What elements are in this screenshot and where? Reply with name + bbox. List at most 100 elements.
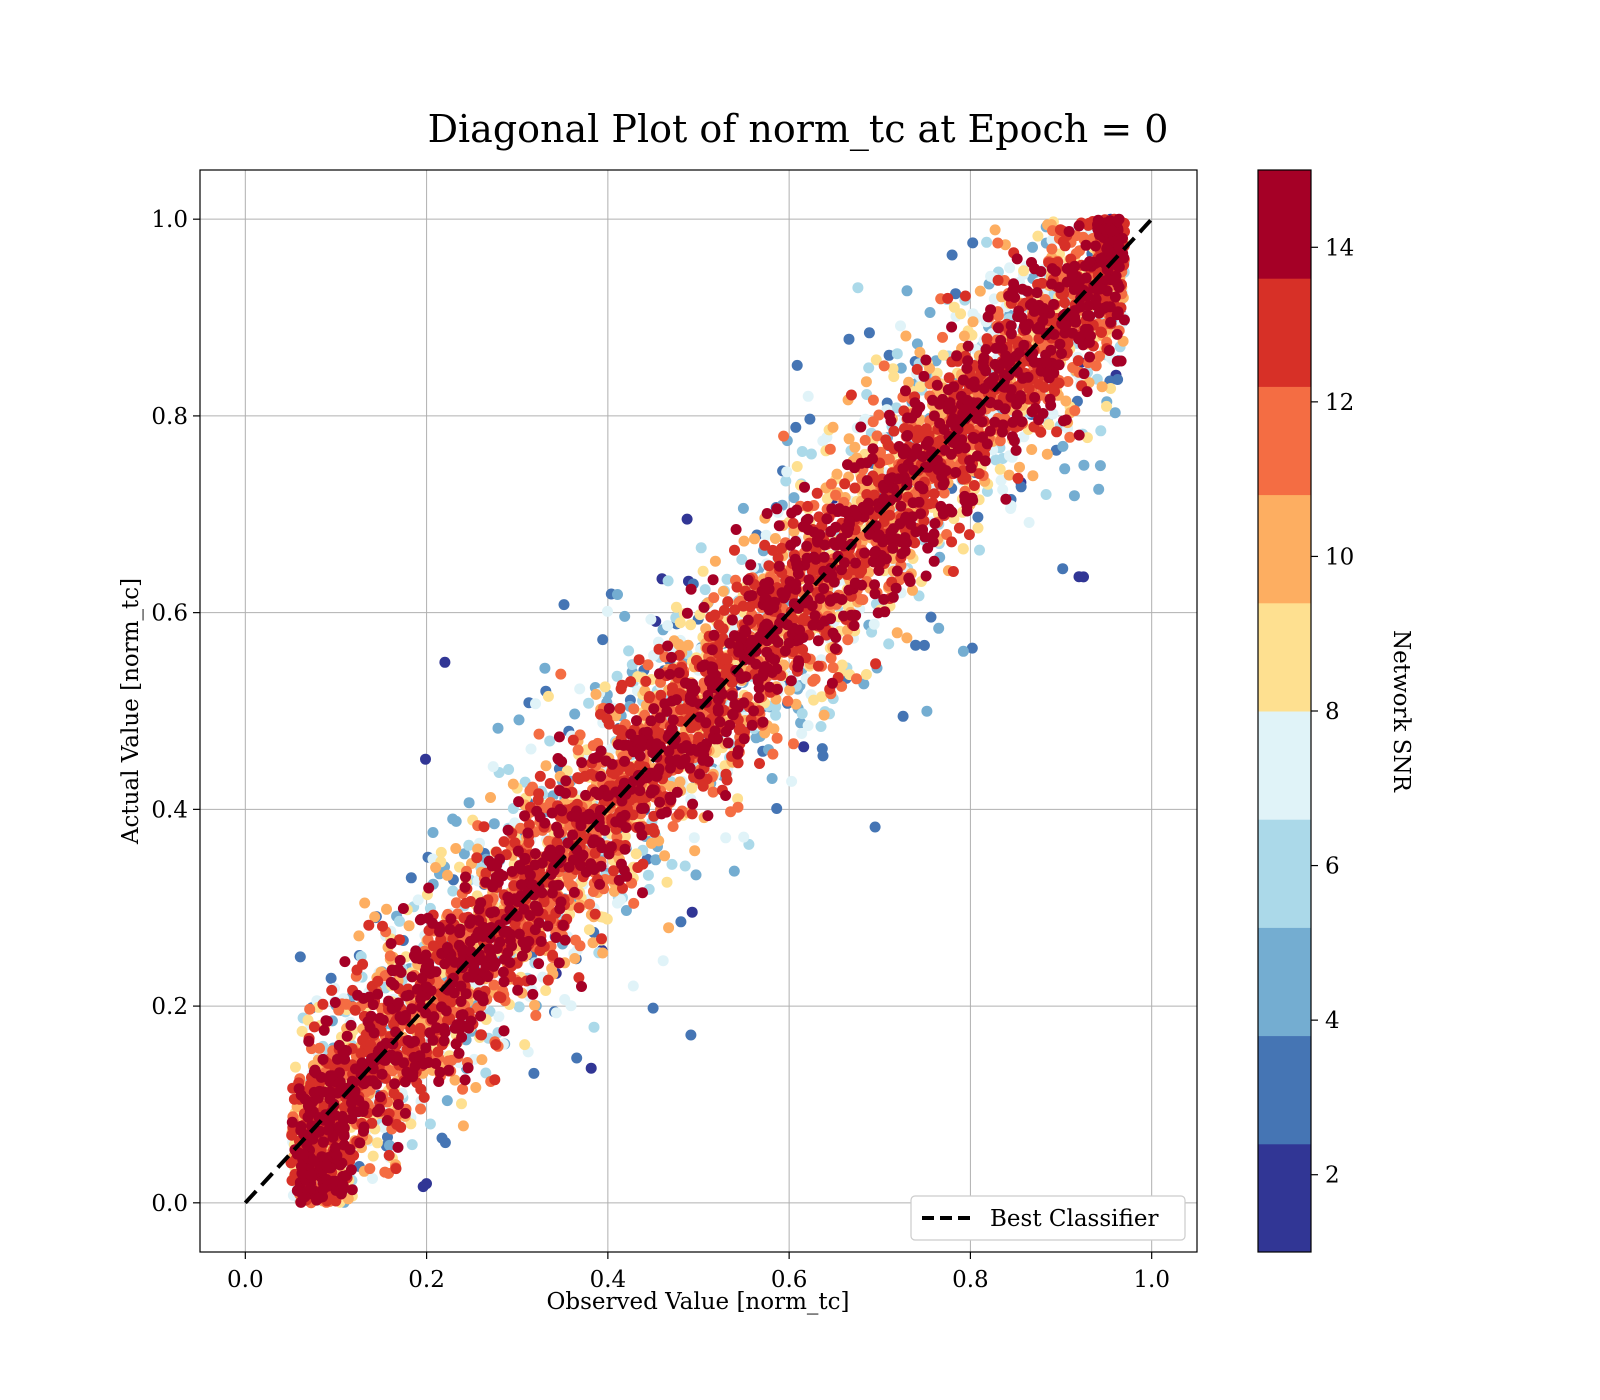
scatter-point [786,775,798,787]
scatter-point [924,307,936,318]
scatter-point [824,443,836,455]
scatter-point [967,316,979,328]
scatter-point [612,589,623,600]
scatter-point [1041,448,1053,460]
scatter-point [686,906,698,918]
scatter-point [314,1042,325,1054]
scatter-point [817,435,829,447]
scatter-point [363,919,375,931]
scatter-point [791,461,803,472]
scatter-point [565,1000,577,1012]
scatter-point [642,659,654,671]
scatter-point [994,435,1006,447]
scatter-point [663,922,675,934]
scatter-point [1043,419,1055,430]
scatter-point [754,758,765,769]
scatter-point [659,850,671,862]
scatter-point [371,1137,383,1149]
scatter-point [597,947,609,959]
scatter-point [513,1001,525,1013]
scatter-point [901,285,913,297]
scatter-point [1068,490,1080,502]
scatter-point [709,555,721,567]
scatter-point [1095,425,1107,437]
scatter-point [888,425,900,437]
scatter-point [863,327,875,339]
scatter-point [883,349,895,361]
scatter-point [868,489,880,501]
scatter-point [796,728,808,739]
scatter-point [488,818,500,830]
scatter-point [614,703,626,714]
scatter-point [778,430,790,442]
scatter-point [842,634,854,646]
scatter-point [1003,469,1015,481]
scatter-point [937,349,949,361]
scatter-point [720,768,732,780]
scatter-point [992,274,1004,286]
scatter-point [587,937,599,949]
scatter-point [852,282,864,294]
scatter-point [967,308,979,320]
scatter-point [472,843,484,855]
scatter-point [1090,360,1102,372]
scatter-point [726,677,738,688]
scatter-point [436,1132,448,1144]
scatter-point [633,654,645,666]
scatter-point [769,533,781,544]
scatter-point [608,865,620,877]
scatter-point [918,639,930,651]
scatter-point [406,1139,418,1151]
scatter-point [1032,279,1044,290]
scatter-point [836,659,848,671]
scatter-point [831,468,843,480]
scatter-point [573,902,585,914]
scatter-point [449,1074,461,1086]
scatter-point [891,348,903,360]
scatter-point [827,421,839,433]
scatter-point [780,475,792,487]
scatter-point [540,985,552,996]
scatter-point [395,1121,407,1133]
scatter-point [1078,459,1090,471]
scatter-point [771,803,783,814]
scatter-point [532,869,544,881]
scatter-point [921,705,933,717]
scatter-point [925,611,937,623]
scatter-point [616,724,628,736]
scatter-point [1015,481,1027,493]
scatter-point [528,1067,540,1079]
scatter-point [818,709,830,721]
scatter-point [611,670,623,682]
scatter-point [732,793,744,805]
scatter-point [1105,383,1117,394]
scatter-point [555,668,567,680]
scatter-point [657,955,669,967]
scatter-point [781,466,793,478]
scatter-point [325,972,337,984]
scatter-point [388,1087,400,1099]
scatter-point [728,865,740,877]
scatter-point [442,869,453,881]
scatter-point [1093,483,1105,495]
scatter-point [450,897,462,909]
scatter-point [804,413,816,425]
scatter-point [525,743,537,755]
scatter-point [1046,243,1058,255]
scatter-point [849,482,861,494]
scatter-point [688,832,700,844]
scatter-point [950,288,962,300]
scatter-point [878,360,890,372]
scatter-point [470,1082,482,1093]
scatter-point [845,389,857,401]
scatter-point [942,292,954,304]
scatter-point [966,642,978,654]
scatter-point [674,776,686,788]
scatter-point [963,423,975,435]
scatter-point [640,675,652,687]
scatter-point [870,354,882,366]
scatter-point [731,581,743,593]
scatter-point [907,584,918,596]
scatter-point [1027,470,1039,482]
scatter-point [947,566,959,577]
